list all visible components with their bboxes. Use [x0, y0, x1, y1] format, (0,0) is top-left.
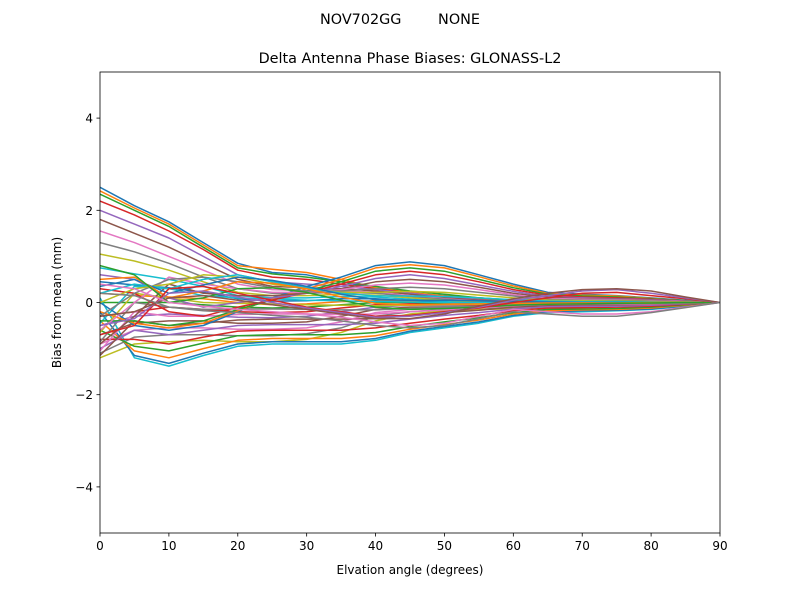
series-line	[100, 285, 720, 336]
y-tick-label: −2	[75, 388, 93, 402]
y-tick-label: 0	[85, 296, 93, 310]
series-line	[100, 274, 720, 304]
series-line	[100, 301, 720, 352]
series-lines	[100, 186, 720, 367]
series-line	[100, 287, 720, 320]
x-tick-label: 70	[575, 539, 590, 553]
x-axis: 0 10 20 30 40 50 60 70 80 90	[96, 533, 728, 553]
series-line	[100, 263, 720, 329]
x-tick-label: 20	[230, 539, 245, 553]
y-axis-label: Bias from mean (mm)	[50, 237, 64, 368]
series-line	[100, 301, 720, 365]
x-tick-label: 60	[506, 539, 521, 553]
series-line	[100, 264, 720, 311]
x-tick-label: 30	[299, 539, 314, 553]
chart-suptitle: NOV702GG NONE	[320, 12, 480, 28]
x-tick-label: 90	[712, 539, 727, 553]
series-line	[100, 267, 720, 327]
y-tick-label: 2	[85, 204, 93, 218]
series-line	[100, 288, 720, 327]
y-tick-label: 4	[85, 112, 93, 126]
x-tick-label: 80	[643, 539, 658, 553]
series-line	[100, 270, 720, 318]
y-tick-label: −4	[75, 480, 93, 494]
x-tick-label: 50	[437, 539, 452, 553]
x-tick-label: 40	[368, 539, 383, 553]
x-tick-label: 10	[161, 539, 176, 553]
series-line	[100, 186, 720, 304]
chart-title: Delta Antenna Phase Biases: GLONASS-L2	[259, 51, 562, 67]
x-tick-label: 0	[96, 539, 104, 553]
series-line	[100, 190, 720, 304]
series-line	[100, 292, 720, 329]
y-axis: −4 −2 0 2 4	[75, 112, 100, 494]
x-axis-label: Elvation angle (degrees)	[337, 563, 484, 577]
series-line	[100, 301, 720, 345]
series-line	[100, 301, 720, 359]
series-line	[100, 193, 720, 304]
series-line	[100, 283, 720, 327]
series-line	[100, 276, 720, 317]
